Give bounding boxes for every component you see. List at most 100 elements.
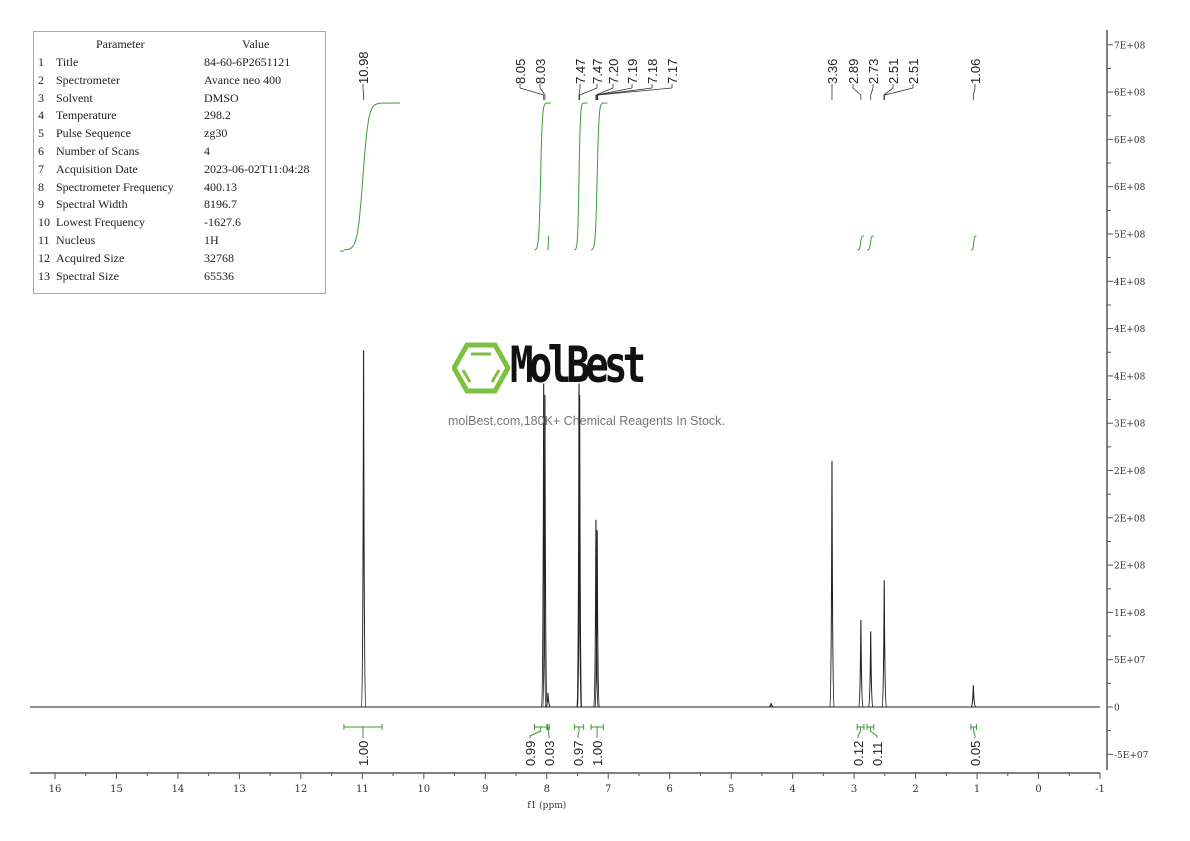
integral-bar — [529, 724, 548, 738]
x-tick-label: 1 — [974, 784, 980, 795]
peak-label-leader — [870, 84, 874, 100]
integral-curve — [343, 102, 401, 251]
y-tick-label: 4E+08 — [1114, 372, 1146, 382]
x-tick-label: 4 — [789, 784, 795, 795]
integral-value: 0.12 — [851, 741, 866, 766]
peak-label-leader — [852, 84, 862, 100]
peak-label: 3.36 — [825, 59, 840, 84]
peak-label-leader — [579, 84, 598, 100]
spectrum-peak — [360, 350, 367, 708]
peak-label-leader — [362, 84, 364, 100]
row-number: 4 — [38, 108, 44, 123]
parameter-row: 9 Spectral Width 8196.7 — [38, 197, 325, 214]
row-number: 12 — [38, 250, 50, 265]
parameter-row: 3 Solvent DMSO — [38, 91, 325, 108]
parameter-name: Spectral Width — [56, 197, 128, 212]
x-tick-label: 7 — [605, 784, 611, 795]
brand-tagline: molBest.com,180K+ Chemical Reagents In S… — [448, 414, 725, 428]
peak-label: 7.18 — [645, 59, 660, 84]
row-number: 7 — [38, 161, 44, 176]
y-tick-label: 7E+08 — [1114, 41, 1146, 51]
x-tick-label: 6 — [667, 784, 673, 795]
x-tick-label: 13 — [233, 784, 246, 795]
integral-bar — [343, 724, 383, 738]
spectrum-peak — [768, 703, 774, 708]
y-tick-label: 6E+08 — [1114, 183, 1146, 193]
x-tick-label: 5 — [728, 784, 734, 795]
integral-curve — [534, 102, 551, 251]
parameter-value: 298.2 — [204, 108, 231, 123]
integral-value: 1.00 — [356, 741, 371, 766]
row-number: 10 — [38, 215, 50, 230]
parameter-name: Solvent — [56, 90, 93, 105]
integral-bar — [546, 724, 550, 738]
integral-curve — [547, 235, 550, 251]
row-number: 11 — [38, 233, 50, 247]
peak-label: 1.06 — [968, 59, 983, 84]
parameter-row: 5 Pulse Sequence zg30 — [38, 126, 325, 143]
parameter-name: Number of Scans — [56, 144, 140, 158]
x-tick-label: 10 — [417, 784, 430, 795]
integral-bar — [866, 724, 878, 738]
spectrum-peak — [593, 519, 599, 708]
parameter-name: Title — [56, 55, 79, 69]
y-tick-label: 1E+08 — [1114, 609, 1146, 619]
row-number: 1 — [38, 55, 44, 69]
y-tick-label: 6E+08 — [1114, 89, 1146, 99]
peak-label-leader — [596, 84, 633, 100]
integral-bar — [856, 724, 865, 738]
spectrum-peak — [970, 685, 977, 708]
parameter-value: 65536 — [204, 268, 234, 283]
spectrum-peak — [576, 394, 583, 708]
x-tick-label: 14 — [172, 784, 185, 795]
table-header-parameter: Parameter — [96, 37, 145, 51]
peak-label-leader — [884, 84, 914, 100]
x-tick-label: 11 — [356, 784, 369, 795]
parameter-row: 12 Acquired Size 32768 — [38, 251, 325, 268]
molbest-watermark: MolBest molBest.com,180K+ Chemical Reage… — [448, 336, 752, 432]
parameter-name: Lowest Frequency — [56, 215, 145, 230]
parameter-name: Pulse Sequence — [56, 126, 131, 141]
x-tick-label: 3 — [851, 784, 857, 795]
table-header-value: Value — [242, 37, 270, 51]
parameter-row: 1 Title 84-60-6P2651121 — [38, 55, 325, 72]
x-tick-label: 16 — [49, 784, 62, 795]
parameter-value: Avance neo 400 — [204, 72, 282, 87]
spectrum-peak — [542, 394, 548, 708]
peak-label: 7.47 — [573, 59, 588, 84]
x-tick-label: 9 — [482, 784, 488, 795]
spectrum-peak — [881, 580, 887, 708]
peak-label-leader — [539, 84, 546, 100]
parameter-value: 32768 — [204, 250, 234, 265]
parameter-name: Acquired Size — [56, 250, 125, 265]
parameter-value: 2023-06-02T11:04:28 — [204, 161, 310, 176]
parameter-name: Nucleus — [56, 233, 96, 247]
parameter-name: Spectral Size — [56, 268, 119, 283]
peak-label: 2.89 — [846, 59, 861, 84]
spectrum-peak — [829, 461, 835, 708]
peak-label-leader — [597, 84, 673, 100]
row-number: 6 — [38, 144, 44, 158]
integral-value: 0.99 — [523, 741, 538, 766]
y-tick-label: 6E+08 — [1114, 136, 1146, 146]
peak-label: 7.20 — [606, 59, 621, 84]
spectrum-peak — [594, 530, 600, 708]
parameter-name: Spectrometer — [56, 72, 120, 87]
spectrum-peak — [576, 383, 582, 708]
x-tick-label: 15 — [110, 784, 123, 795]
parameter-value: 400.13 — [204, 179, 237, 194]
parameter-name: Temperature — [56, 108, 117, 123]
integral-value: 0.11 — [870, 742, 885, 766]
parameter-row: 6 Number of Scans 4 — [38, 144, 325, 161]
peak-label-leader — [519, 84, 545, 100]
y-tick-label: 5E+07 — [1114, 656, 1146, 666]
parameter-row: 13 Spectral Size 65536 — [38, 269, 325, 286]
parameter-value: zg30 — [204, 126, 228, 141]
y-tick-label: 2E+08 — [1114, 514, 1146, 524]
y-tick-label: 0 — [1114, 704, 1120, 714]
parameter-value: DMSO — [204, 90, 239, 105]
row-number: 8 — [38, 179, 44, 194]
row-number: 9 — [38, 197, 44, 212]
x-axis-label: f1 (ppm) — [527, 800, 566, 811]
